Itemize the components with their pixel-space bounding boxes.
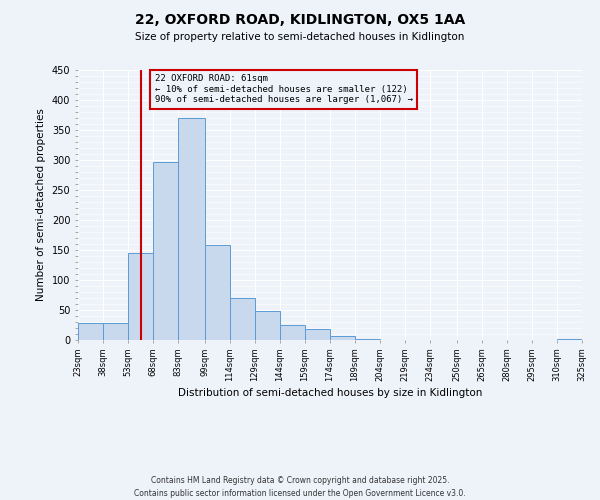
- Text: Contains HM Land Registry data © Crown copyright and database right 2025.
Contai: Contains HM Land Registry data © Crown c…: [134, 476, 466, 498]
- Bar: [230, 298, 255, 340]
- Bar: [280, 325, 305, 340]
- Bar: [305, 329, 330, 340]
- Bar: [178, 118, 205, 340]
- X-axis label: Distribution of semi-detached houses by size in Kidlington: Distribution of semi-detached houses by …: [178, 388, 482, 398]
- Bar: [205, 245, 230, 340]
- Bar: [255, 311, 280, 340]
- Bar: [330, 336, 355, 340]
- Text: 22, OXFORD ROAD, KIDLINGTON, OX5 1AA: 22, OXFORD ROAD, KIDLINGTON, OX5 1AA: [135, 12, 465, 26]
- Text: Size of property relative to semi-detached houses in Kidlington: Size of property relative to semi-detach…: [136, 32, 464, 42]
- Bar: [103, 323, 128, 340]
- Y-axis label: Number of semi-detached properties: Number of semi-detached properties: [36, 108, 46, 302]
- Bar: [78, 323, 103, 340]
- Text: 22 OXFORD ROAD: 61sqm
← 10% of semi-detached houses are smaller (122)
90% of sem: 22 OXFORD ROAD: 61sqm ← 10% of semi-deta…: [155, 74, 413, 104]
- Bar: [128, 253, 153, 340]
- Bar: [153, 162, 178, 340]
